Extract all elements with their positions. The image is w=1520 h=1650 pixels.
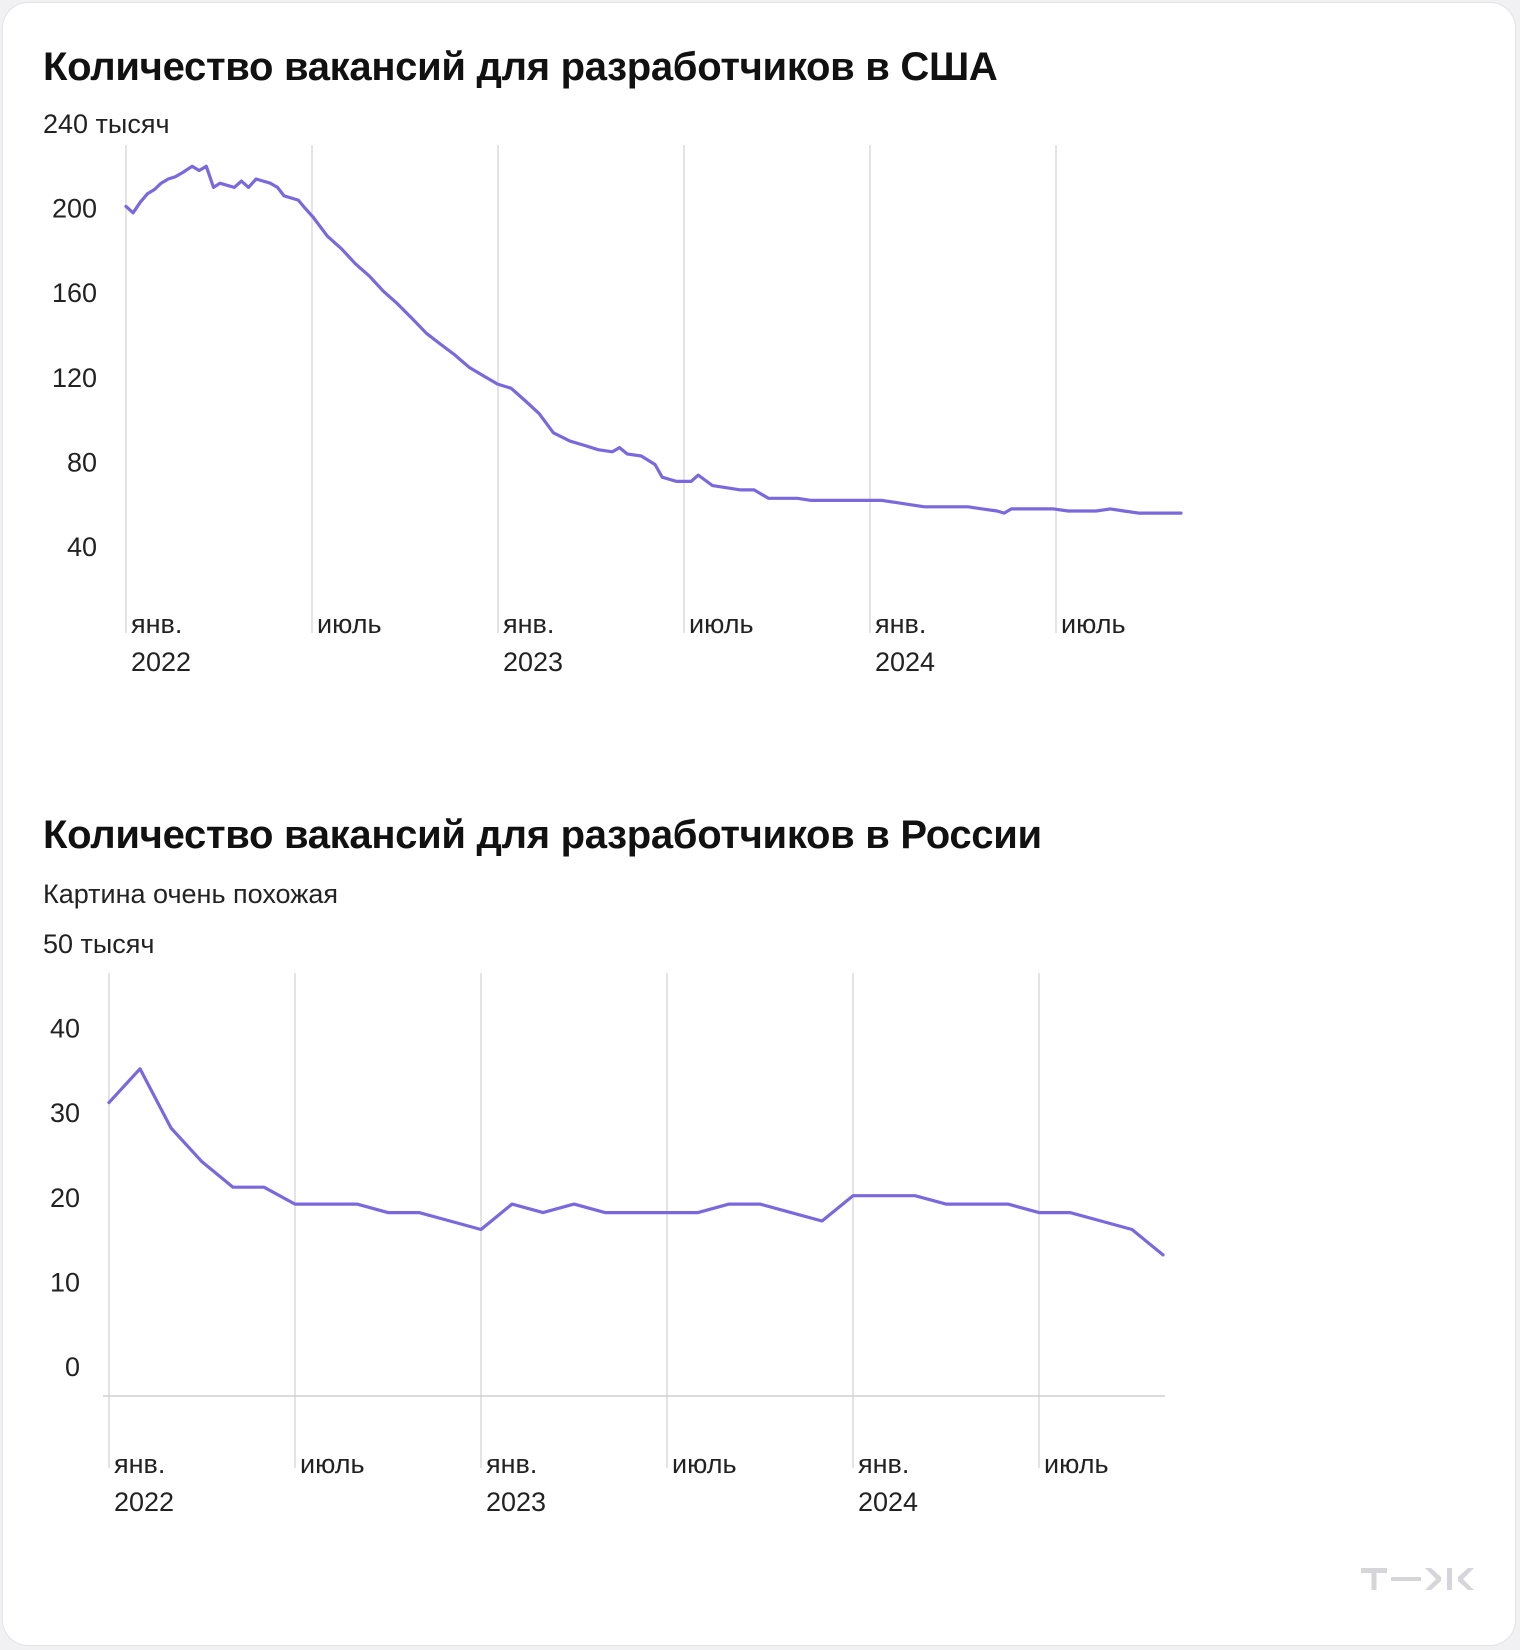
y-tick-label: 40 [50,1014,80,1044]
series-line [107,1067,1165,1257]
x-tick-label: июль [1044,1449,1109,1479]
x-tick-label: июль [300,1449,365,1479]
x-tick-label: янв. [486,1449,537,1479]
y-tick-label: 240 тысяч [43,109,170,139]
chart-us: янв. 2022 июль янв. 2023 июль янв. 2024 июль 240 … [43,109,1183,677]
x-tick-year-label: 2022 [114,1487,174,1517]
x-tick-label: июль [1061,609,1126,639]
x-tick-label: июль [672,1449,737,1479]
chart-subtitle-russia: Картина очень похожая [43,879,338,909]
y-tick-label: 160 [52,278,97,308]
x-tick-label: янв. [858,1449,909,1479]
x-tick-label: июль [317,609,382,639]
y-tick-label: 80 [67,447,97,477]
y-tick-label: 10 [50,1267,80,1297]
chart-russia: янв. 2022 июль янв. 2023 июль янв. 2024 июль 50 т… [43,929,1165,1517]
y-tick-label: 40 [67,532,97,562]
x-tick-label: янв. [503,609,554,639]
chart-title-russia: Количество вакансий для разработчиков в … [43,813,1042,857]
x-tick-year-label: 2024 [858,1487,918,1517]
x-tick-label: янв. [114,1449,165,1479]
x-tick-label: янв. [875,609,926,639]
y-tick-label: 50 тысяч [43,929,155,959]
x-tick-label: июль [689,609,754,639]
y-tick-label: 20 [50,1183,80,1213]
series-line [124,164,1183,515]
x-tick-label: янв. [131,609,182,639]
x-tick-year-label: 2023 [503,647,563,677]
y-tick-label: 30 [50,1098,80,1128]
x-tick-year-label: 2022 [131,647,191,677]
tzh-logo [1361,1568,1474,1590]
y-tick-label: 120 [52,363,97,393]
x-tick-year-label: 2024 [875,647,935,677]
y-tick-label: 200 [52,194,97,224]
x-tick-year-label: 2023 [486,1487,546,1517]
y-tick-label: 0 [65,1352,80,1382]
chart-title-us: Количество вакансий для разработчиков в … [43,45,998,89]
